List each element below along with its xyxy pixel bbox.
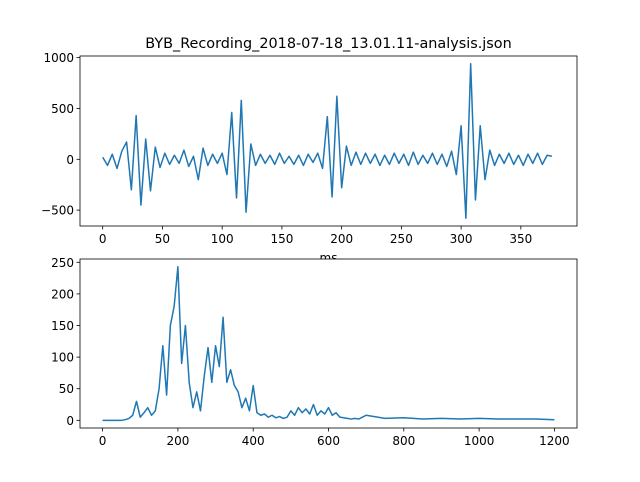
x-tick-label: 100 xyxy=(211,232,234,246)
axes-frame xyxy=(79,55,578,227)
y-tick-label: 150 xyxy=(51,319,74,333)
x-tick-label: 350 xyxy=(509,232,532,246)
y-tick-label: 500 xyxy=(51,102,74,116)
y-tick-label: 0 xyxy=(66,414,74,428)
y-tick-label: 1000 xyxy=(43,51,74,65)
x-tick-label: 50 xyxy=(155,232,170,246)
x-tick-label: 0 xyxy=(99,232,107,246)
chart-title: BYB_Recording_2018-07-18_13.01.11-analys… xyxy=(145,36,511,52)
axes-background xyxy=(80,259,577,428)
y-tick-label: 100 xyxy=(51,351,74,365)
data-line xyxy=(102,62,553,220)
y-tick-label: −500 xyxy=(41,204,74,218)
x-tick-label: 150 xyxy=(270,232,293,246)
y-tick-label: 200 xyxy=(51,287,74,301)
x-tick-label: 300 xyxy=(450,232,473,246)
x-tick-label: 200 xyxy=(166,434,189,448)
x-tick-label: 1000 xyxy=(464,434,495,448)
x-tick-label: 250 xyxy=(390,232,413,246)
x-tick-label: 200 xyxy=(330,232,353,246)
x-tick-label: 0 xyxy=(99,434,107,448)
x-tick-label: 800 xyxy=(392,434,415,448)
axes-frame xyxy=(79,258,578,429)
y-tick-label: 0 xyxy=(66,153,74,167)
data-line xyxy=(102,265,555,422)
x-tick-label: 1200 xyxy=(539,434,570,448)
x-tick-label: 400 xyxy=(242,434,265,448)
x-tick-label: 600 xyxy=(317,434,340,448)
y-tick-label: 50 xyxy=(59,382,74,396)
y-tick-label: 250 xyxy=(51,256,74,270)
